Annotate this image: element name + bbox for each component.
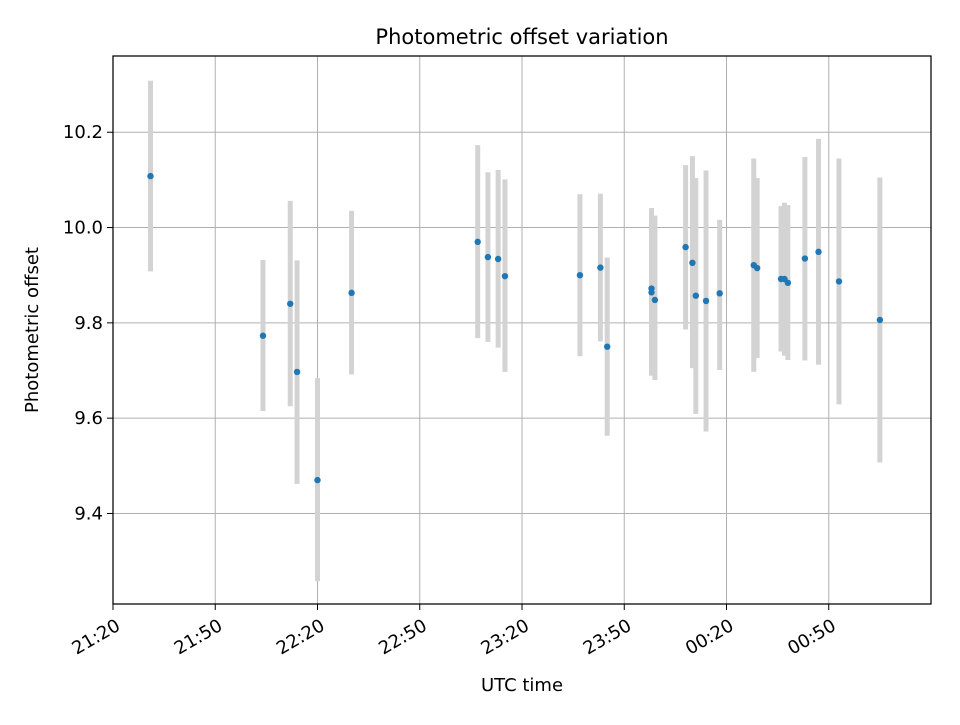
x-axis-label: UTC time xyxy=(481,675,563,696)
y-tick-label: 10.2 xyxy=(63,122,103,143)
data-point xyxy=(293,368,301,376)
data-point xyxy=(682,243,689,251)
data-points xyxy=(147,172,884,484)
data-point xyxy=(648,289,655,296)
data-point xyxy=(494,255,502,263)
data-point xyxy=(876,316,884,324)
y-tick-label: 9.8 xyxy=(74,313,103,334)
chart-title: Photometric offset variation xyxy=(375,25,668,49)
data-point xyxy=(784,279,792,287)
data-point xyxy=(753,264,761,272)
data-point xyxy=(689,259,696,267)
data-point xyxy=(835,278,843,285)
data-point xyxy=(147,172,154,180)
y-tick-label: 9.6 xyxy=(74,408,103,429)
data-point xyxy=(597,264,604,271)
data-point xyxy=(716,290,723,297)
data-point xyxy=(287,300,294,307)
data-point xyxy=(692,292,700,299)
grid xyxy=(112,56,931,604)
data-point xyxy=(348,289,355,297)
y-axis-ticks: 9.4 9.6 9.8 10.0 10.2 xyxy=(63,122,113,524)
data-point xyxy=(801,255,809,262)
data-point xyxy=(651,296,659,304)
data-point xyxy=(604,343,611,350)
data-point xyxy=(314,476,321,484)
data-point xyxy=(702,297,710,305)
data-point xyxy=(259,332,267,339)
y-tick-label: 9.4 xyxy=(74,503,103,524)
data-point xyxy=(501,272,509,280)
y-tick-label: 10.0 xyxy=(63,218,103,239)
y-axis-label: Photometric offset xyxy=(22,247,43,413)
data-point xyxy=(576,272,584,279)
data-point xyxy=(815,248,822,256)
data-point xyxy=(484,253,492,261)
data-point xyxy=(474,238,481,246)
